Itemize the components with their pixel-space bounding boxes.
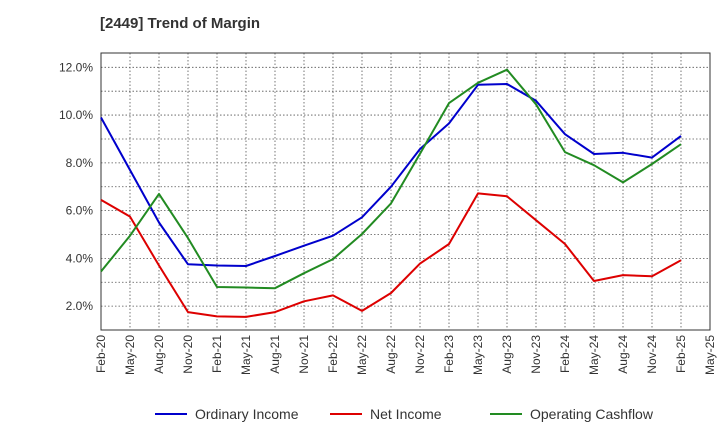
ordinary-income-line [100, 83, 682, 267]
plot-area [101, 53, 710, 330]
x-tick-label: Aug-20 [152, 335, 166, 374]
x-tick-label: Aug-24 [616, 335, 630, 374]
x-tick-label: May-22 [355, 335, 369, 375]
y-tick-label: 4.0% [66, 251, 94, 265]
legend-label-net-income: Net Income [370, 406, 442, 422]
x-tick-label: May-21 [239, 335, 253, 375]
x-tick-label: May-20 [123, 335, 137, 375]
y-tick-label: 8.0% [66, 156, 94, 170]
x-tick-label: Feb-23 [442, 335, 456, 373]
y-tick-label: 10.0% [59, 108, 93, 122]
x-tick-label: Aug-22 [384, 335, 398, 374]
x-tick-label: May-25 [703, 335, 717, 375]
x-tick-label: Feb-24 [558, 335, 572, 373]
chart-title: [2449] Trend of Margin [100, 15, 261, 32]
x-tick-label: Nov-20 [181, 335, 195, 374]
operating-cashflow-line [100, 68, 682, 290]
x-tick-label: Nov-24 [645, 335, 659, 374]
legend-label-operating-cashflow: Operating Cashflow [530, 406, 654, 422]
x-tick-label: Feb-25 [674, 335, 688, 373]
x-tick-label: Nov-22 [413, 335, 427, 374]
x-tick-label: Aug-23 [500, 335, 514, 374]
x-tick-label: Nov-23 [529, 335, 543, 374]
y-tick-label: 2.0% [66, 299, 94, 313]
y-tick-label: 12.0% [59, 60, 93, 74]
x-tick-label: Nov-21 [297, 335, 311, 374]
x-tick-label: May-24 [587, 335, 601, 375]
y-tick-label: 6.0% [66, 204, 94, 218]
plot-border [100, 52, 711, 331]
net-income-line [100, 192, 682, 318]
x-tick-label: May-23 [471, 335, 485, 375]
x-tick-label: Feb-20 [94, 335, 108, 373]
x-tick-label: Feb-22 [326, 335, 340, 373]
x-tick-label: Aug-21 [268, 335, 282, 374]
x-tick-label: Feb-21 [210, 335, 224, 373]
legend-label-ordinary-income: Ordinary Income [195, 406, 299, 422]
